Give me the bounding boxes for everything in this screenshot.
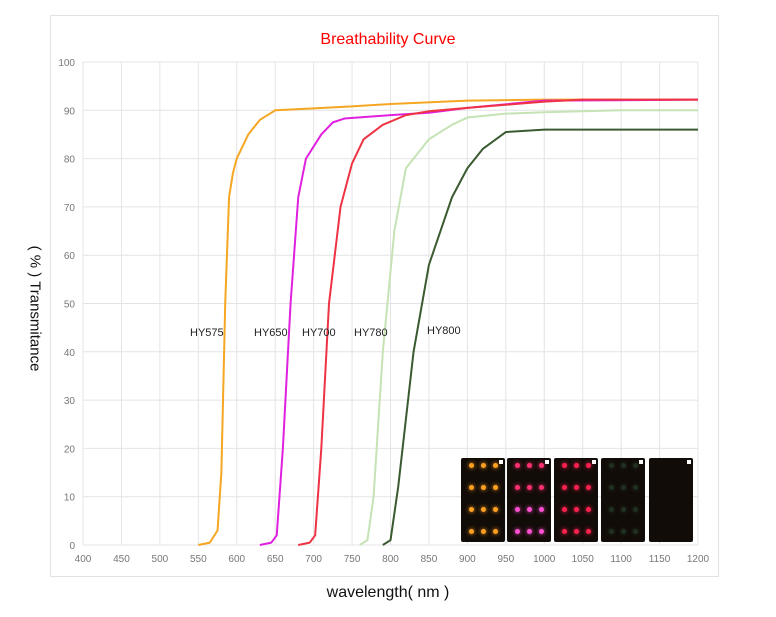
x-tick-label: 550 <box>190 554 207 565</box>
led-dot <box>539 529 544 534</box>
led-dot <box>562 463 567 468</box>
led-dot <box>621 529 626 534</box>
x-tick-label: 450 <box>113 554 130 565</box>
series-line-hy575 <box>198 98 698 546</box>
led-dot <box>469 529 474 534</box>
led-dot <box>586 529 591 534</box>
led-dot <box>609 529 614 534</box>
photo-marker <box>687 460 691 464</box>
led-dot <box>481 485 486 490</box>
y-tick-label: 40 <box>64 348 76 359</box>
led-dot <box>469 507 474 512</box>
x-tick-label: 1200 <box>687 554 710 565</box>
x-tick-label: 1100 <box>610 554 632 565</box>
x-tick-label: 500 <box>152 554 169 565</box>
x-tick-label: 800 <box>382 554 399 565</box>
led-dot <box>539 463 544 468</box>
series-label-hy780: HY780 <box>354 327 388 339</box>
sample-photo <box>461 458 505 542</box>
led-dot <box>481 507 486 512</box>
y-tick-label: 100 <box>58 58 75 69</box>
y-tick-label: 30 <box>64 396 76 407</box>
x-tick-label: 700 <box>305 554 322 565</box>
y-tick-label: 0 <box>69 541 75 552</box>
x-tick-label: 1050 <box>572 554 595 565</box>
y-tick-label: 10 <box>64 493 76 504</box>
chart-title: Breathability Curve <box>320 31 456 48</box>
led-dot <box>527 485 532 490</box>
x-tick-label: 400 <box>75 554 92 565</box>
led-dot <box>515 529 520 534</box>
led-dot <box>493 507 498 512</box>
led-dot <box>527 463 532 468</box>
led-dot <box>515 507 520 512</box>
led-dot <box>527 529 532 534</box>
led-dot <box>562 485 567 490</box>
led-dot <box>621 507 626 512</box>
x-tick-label: 900 <box>459 554 476 565</box>
sample-photo <box>507 458 551 542</box>
x-tick-label: 1000 <box>533 554 556 565</box>
led-dot <box>574 463 579 468</box>
led-dot <box>493 463 498 468</box>
series-label-hy700: HY700 <box>302 327 336 339</box>
led-dot <box>527 507 532 512</box>
led-dot <box>633 463 638 468</box>
y-tick-label: 60 <box>64 251 76 262</box>
y-tick-label: 20 <box>64 444 76 455</box>
x-tick-label: 650 <box>267 554 284 565</box>
photo-marker <box>499 460 503 464</box>
x-tick-label: 600 <box>228 554 245 565</box>
series-label-hy650: HY650 <box>254 327 288 339</box>
photo-marker <box>592 460 596 464</box>
led-dot <box>609 485 614 490</box>
led-dot <box>515 485 520 490</box>
x-tick-label: 750 <box>344 554 361 565</box>
y-tick-label: 70 <box>64 203 76 214</box>
photo-marker <box>545 460 549 464</box>
led-dot <box>562 529 567 534</box>
series-line-hy800 <box>382 128 698 546</box>
led-dot <box>493 529 498 534</box>
x-tick-label: 850 <box>421 554 438 565</box>
led-dot <box>481 463 486 468</box>
led-dot <box>469 485 474 490</box>
led-dot <box>621 463 626 468</box>
series-line-hy700 <box>298 98 698 546</box>
sample-photo <box>554 458 598 542</box>
led-dot <box>574 485 579 490</box>
led-dot <box>539 507 544 512</box>
led-dot <box>493 485 498 490</box>
y-tick-label: 50 <box>64 300 76 311</box>
led-dot <box>633 485 638 490</box>
chart-frame <box>50 15 719 577</box>
led-dot <box>633 507 638 512</box>
y-tick-label: 90 <box>64 106 76 117</box>
led-dot <box>609 463 614 468</box>
led-dot <box>515 463 520 468</box>
y-tick-label: 80 <box>64 155 76 166</box>
sample-photo <box>649 458 693 542</box>
x-tick-label: 950 <box>497 554 514 565</box>
led-dot <box>586 507 591 512</box>
x-tick-label: 1150 <box>649 554 671 565</box>
led-dot <box>469 463 474 468</box>
series-label-hy800: HY800 <box>427 325 461 337</box>
led-dot <box>562 507 567 512</box>
led-dot <box>609 507 614 512</box>
led-dot <box>586 485 591 490</box>
led-dot <box>621 485 626 490</box>
led-dot <box>586 463 591 468</box>
led-dot <box>481 529 486 534</box>
series-line-hy780 <box>359 109 698 546</box>
x-axis-label: wavelength( nm ) <box>326 584 450 601</box>
photo-marker <box>639 460 643 464</box>
sample-photo <box>601 458 645 542</box>
series-label-hy575: HY575 <box>190 327 224 339</box>
led-dot <box>574 529 579 534</box>
led-dot <box>633 529 638 534</box>
led-dot <box>539 485 544 490</box>
led-dot <box>574 507 579 512</box>
